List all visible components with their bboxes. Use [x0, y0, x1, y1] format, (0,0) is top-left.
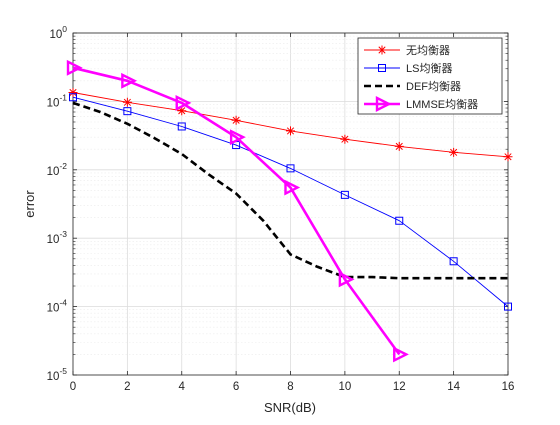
legend-label: LS均衡器 — [406, 62, 452, 75]
legend-marker — [377, 45, 387, 55]
series-0 — [68, 87, 513, 162]
y-tick-exponent: 0 — [62, 24, 67, 34]
series-3 — [66, 59, 409, 363]
data-point — [66, 59, 83, 76]
y-tick-base: 10 — [47, 234, 60, 246]
x-tick-label: 6 — [233, 381, 239, 393]
x-tick-label: 2 — [124, 381, 130, 393]
legend-label: LMMSE均衡器 — [406, 98, 478, 111]
y-tick-label: 10-3 — [47, 229, 68, 246]
data-point — [449, 257, 458, 266]
data-point — [340, 190, 349, 199]
x-tick-label: 16 — [502, 381, 515, 393]
x-axis-label: SNR(dB) — [264, 400, 316, 415]
legend-marker — [378, 64, 386, 72]
x-tick-label: 0 — [70, 381, 76, 393]
legend-item: 无均衡器 — [364, 44, 450, 57]
legend: 无均衡器 LS均衡器 DEF均衡器 LMMSE均衡器 — [357, 37, 503, 115]
data-point — [393, 346, 409, 363]
series-2 — [72, 101, 508, 280]
data-point — [175, 94, 192, 111]
data-point — [177, 106, 187, 116]
y-tick-base: 10 — [47, 97, 60, 109]
x-tick-label: 8 — [287, 381, 293, 393]
data-point — [284, 179, 301, 196]
y-tick-label: 10-1 — [47, 92, 68, 109]
data-point — [286, 164, 295, 173]
data-point — [395, 216, 404, 225]
y-tick-base: 10 — [47, 303, 60, 315]
y-tick-exponent: -5 — [59, 366, 67, 376]
data-point — [121, 72, 138, 89]
data-point — [340, 134, 350, 144]
y-tick-base: 10 — [47, 166, 60, 178]
y-axis-label: error — [22, 190, 37, 218]
y-tick-exponent: -2 — [59, 161, 67, 171]
y-tick-label: 10-5 — [47, 366, 68, 383]
series-line — [72, 66, 401, 356]
y-tick-label: 10-2 — [47, 161, 68, 178]
legend-item: LMMSE均衡器 — [364, 96, 478, 112]
legend-label: DEF均衡器 — [406, 80, 461, 93]
axis-ticks — [72, 32, 509, 376]
y-tick-label: 10-4 — [47, 298, 68, 315]
x-tick-label: 12 — [393, 381, 406, 393]
data-point — [68, 87, 78, 97]
data-point — [338, 271, 355, 288]
y-tick-exponent: -3 — [59, 229, 67, 239]
y-tick-exponent: -1 — [59, 92, 67, 102]
data-point — [122, 97, 132, 107]
y-tick-base: 10 — [47, 371, 60, 383]
legend-label: 无均衡器 — [406, 44, 450, 57]
data-point — [504, 302, 512, 311]
x-tick-label: 14 — [447, 381, 460, 393]
legend-item: DEF均衡器 — [364, 80, 461, 93]
data-point — [69, 93, 77, 102]
y-tick-label: 100 — [49, 24, 67, 41]
data-point — [231, 115, 241, 125]
x-tick-label: 4 — [179, 381, 186, 393]
data-point — [286, 126, 295, 136]
series-line — [72, 96, 509, 307]
y-tick-base: 10 — [49, 29, 62, 41]
data-point — [177, 122, 186, 131]
data-point — [503, 152, 513, 162]
data-point — [229, 129, 246, 146]
data-point — [394, 141, 404, 151]
legend-item: LS均衡器 — [364, 62, 452, 75]
x-tick-labels: 0 2 4 6 8 10 12 14 16 — [70, 381, 515, 393]
data-point — [449, 147, 459, 157]
series-1 — [69, 93, 512, 311]
series-layer — [66, 59, 513, 363]
legend-marker — [375, 96, 392, 112]
series-line — [72, 101, 508, 280]
data-point — [123, 107, 132, 116]
x-tick-label: 10 — [338, 381, 351, 393]
y-tick-exponent: -4 — [59, 298, 67, 308]
